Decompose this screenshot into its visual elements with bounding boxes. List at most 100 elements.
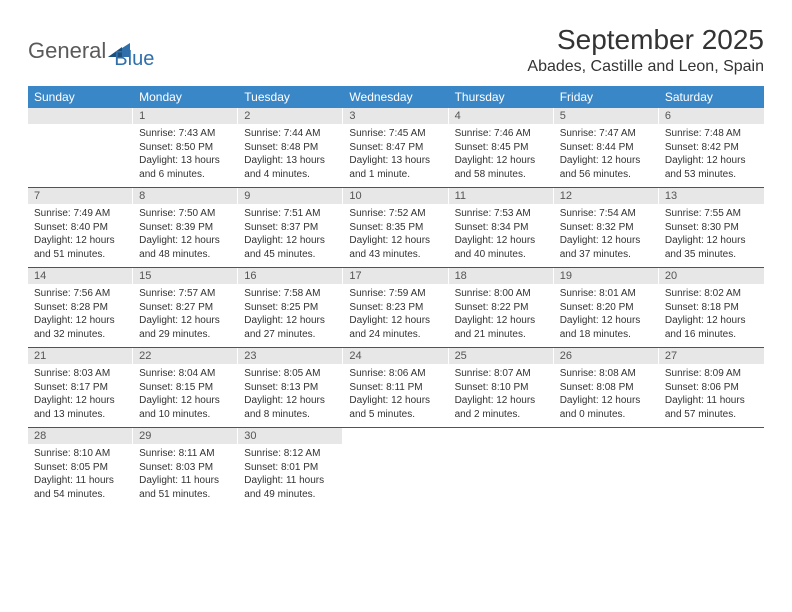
day-body: Sunrise: 7:44 AMSunset: 8:48 PMDaylight:… <box>238 124 343 187</box>
sunrise-text: Sunrise: 8:12 AM <box>244 447 337 461</box>
day-number: 22 <box>133 348 238 364</box>
sunset-text: Sunset: 8:20 PM <box>560 301 653 315</box>
daylight-text: Daylight: 12 hours and 5 minutes. <box>349 394 442 421</box>
daylight-text: Daylight: 13 hours and 6 minutes. <box>139 154 232 181</box>
daylight-text: Daylight: 12 hours and 43 minutes. <box>349 234 442 261</box>
daylight-text: Daylight: 12 hours and 58 minutes. <box>455 154 548 181</box>
sunrise-text: Sunrise: 8:00 AM <box>455 287 548 301</box>
daylight-text: Daylight: 12 hours and 16 minutes. <box>665 314 758 341</box>
sunrise-text: Sunrise: 7:46 AM <box>455 127 548 141</box>
day-body: Sunrise: 7:45 AMSunset: 8:47 PMDaylight:… <box>343 124 448 187</box>
logo-text-general: General <box>28 38 106 64</box>
day-body: Sunrise: 7:53 AMSunset: 8:34 PMDaylight:… <box>449 204 554 267</box>
day-number: 8 <box>133 188 238 204</box>
day-body: Sunrise: 7:59 AMSunset: 8:23 PMDaylight:… <box>343 284 448 347</box>
daylight-text: Daylight: 12 hours and 0 minutes. <box>560 394 653 421</box>
calendar-day: 11Sunrise: 7:53 AMSunset: 8:34 PMDayligh… <box>449 188 554 267</box>
title-block: September 2025 Abades, Castille and Leon… <box>527 24 764 76</box>
day-number: 30 <box>238 428 343 444</box>
day-number: 26 <box>554 348 659 364</box>
sunrise-text: Sunrise: 7:50 AM <box>139 207 232 221</box>
daylight-text: Daylight: 11 hours and 51 minutes. <box>139 474 232 501</box>
day-number: 4 <box>449 108 554 124</box>
calendar-day: 15Sunrise: 7:57 AMSunset: 8:27 PMDayligh… <box>133 268 238 347</box>
day-number: 15 <box>133 268 238 284</box>
day-body: Sunrise: 7:57 AMSunset: 8:27 PMDaylight:… <box>133 284 238 347</box>
calendar-day: 6Sunrise: 7:48 AMSunset: 8:42 PMDaylight… <box>659 108 764 187</box>
month-title: September 2025 <box>527 24 764 56</box>
calendar-day: 2Sunrise: 7:44 AMSunset: 8:48 PMDaylight… <box>238 108 343 187</box>
sunrise-text: Sunrise: 7:54 AM <box>560 207 653 221</box>
sunrise-text: Sunrise: 8:07 AM <box>455 367 548 381</box>
sunrise-text: Sunrise: 7:56 AM <box>34 287 127 301</box>
calendar-week: 21Sunrise: 8:03 AMSunset: 8:17 PMDayligh… <box>28 348 764 428</box>
calendar-week: 14Sunrise: 7:56 AMSunset: 8:28 PMDayligh… <box>28 268 764 348</box>
day-number: 19 <box>554 268 659 284</box>
day-number: 29 <box>133 428 238 444</box>
sunset-text: Sunset: 8:03 PM <box>139 461 232 475</box>
calendar-week: 28Sunrise: 8:10 AMSunset: 8:05 PMDayligh… <box>28 428 764 507</box>
daylight-text: Daylight: 12 hours and 29 minutes. <box>139 314 232 341</box>
sunrise-text: Sunrise: 8:09 AM <box>665 367 758 381</box>
sunrise-text: Sunrise: 7:51 AM <box>244 207 337 221</box>
daylight-text: Daylight: 13 hours and 1 minute. <box>349 154 442 181</box>
sunrise-text: Sunrise: 8:03 AM <box>34 367 127 381</box>
calendar-day: 20Sunrise: 8:02 AMSunset: 8:18 PMDayligh… <box>659 268 764 347</box>
calendar-day: 3Sunrise: 7:45 AMSunset: 8:47 PMDaylight… <box>343 108 448 187</box>
calendar-day: 28Sunrise: 8:10 AMSunset: 8:05 PMDayligh… <box>28 428 133 507</box>
day-number <box>343 428 448 444</box>
day-number: 27 <box>659 348 764 364</box>
sunset-text: Sunset: 8:34 PM <box>455 221 548 235</box>
logo-text-blue: Blue <box>114 48 154 71</box>
calendar-day <box>449 428 554 507</box>
calendar-day: 23Sunrise: 8:05 AMSunset: 8:13 PMDayligh… <box>238 348 343 427</box>
daylight-text: Daylight: 12 hours and 32 minutes. <box>34 314 127 341</box>
daylight-text: Daylight: 12 hours and 37 minutes. <box>560 234 653 261</box>
sunrise-text: Sunrise: 7:43 AM <box>139 127 232 141</box>
day-number: 13 <box>659 188 764 204</box>
calendar-day: 19Sunrise: 8:01 AMSunset: 8:20 PMDayligh… <box>554 268 659 347</box>
day-body: Sunrise: 7:58 AMSunset: 8:25 PMDaylight:… <box>238 284 343 347</box>
day-body: Sunrise: 8:04 AMSunset: 8:15 PMDaylight:… <box>133 364 238 427</box>
day-number: 23 <box>238 348 343 364</box>
day-number <box>449 428 554 444</box>
day-number: 7 <box>28 188 133 204</box>
calendar-day: 25Sunrise: 8:07 AMSunset: 8:10 PMDayligh… <box>449 348 554 427</box>
calendar: Sunday Monday Tuesday Wednesday Thursday… <box>28 86 764 507</box>
day-number: 21 <box>28 348 133 364</box>
sunset-text: Sunset: 8:44 PM <box>560 141 653 155</box>
sunrise-text: Sunrise: 7:47 AM <box>560 127 653 141</box>
sunrise-text: Sunrise: 7:45 AM <box>349 127 442 141</box>
sunset-text: Sunset: 8:18 PM <box>665 301 758 315</box>
dayname-saturday: Saturday <box>659 86 764 108</box>
calendar-day: 10Sunrise: 7:52 AMSunset: 8:35 PMDayligh… <box>343 188 448 267</box>
day-number: 5 <box>554 108 659 124</box>
calendar-day <box>28 108 133 187</box>
sunset-text: Sunset: 8:06 PM <box>665 381 758 395</box>
sunrise-text: Sunrise: 7:48 AM <box>665 127 758 141</box>
calendar-day: 4Sunrise: 7:46 AMSunset: 8:45 PMDaylight… <box>449 108 554 187</box>
sunrise-text: Sunrise: 7:44 AM <box>244 127 337 141</box>
sunset-text: Sunset: 8:11 PM <box>349 381 442 395</box>
daylight-text: Daylight: 12 hours and 51 minutes. <box>34 234 127 261</box>
day-number: 1 <box>133 108 238 124</box>
day-number: 9 <box>238 188 343 204</box>
day-number: 17 <box>343 268 448 284</box>
sunrise-text: Sunrise: 7:55 AM <box>665 207 758 221</box>
day-number: 25 <box>449 348 554 364</box>
sunset-text: Sunset: 8:01 PM <box>244 461 337 475</box>
daylight-text: Daylight: 11 hours and 49 minutes. <box>244 474 337 501</box>
day-body: Sunrise: 8:06 AMSunset: 8:11 PMDaylight:… <box>343 364 448 427</box>
calendar-day: 12Sunrise: 7:54 AMSunset: 8:32 PMDayligh… <box>554 188 659 267</box>
calendar-day: 9Sunrise: 7:51 AMSunset: 8:37 PMDaylight… <box>238 188 343 267</box>
daylight-text: Daylight: 12 hours and 10 minutes. <box>139 394 232 421</box>
dayname-monday: Monday <box>133 86 238 108</box>
calendar-day: 17Sunrise: 7:59 AMSunset: 8:23 PMDayligh… <box>343 268 448 347</box>
calendar-week: 7Sunrise: 7:49 AMSunset: 8:40 PMDaylight… <box>28 188 764 268</box>
daylight-text: Daylight: 13 hours and 4 minutes. <box>244 154 337 181</box>
calendar-day <box>343 428 448 507</box>
day-body: Sunrise: 8:00 AMSunset: 8:22 PMDaylight:… <box>449 284 554 347</box>
calendar-day: 14Sunrise: 7:56 AMSunset: 8:28 PMDayligh… <box>28 268 133 347</box>
calendar-day: 5Sunrise: 7:47 AMSunset: 8:44 PMDaylight… <box>554 108 659 187</box>
daylight-text: Daylight: 12 hours and 27 minutes. <box>244 314 337 341</box>
